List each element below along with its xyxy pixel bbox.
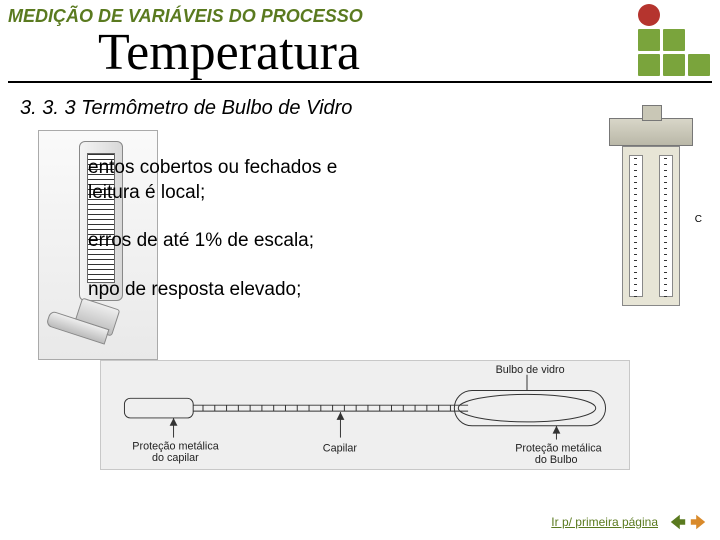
label-protbulbo-2: do Bulbo <box>535 454 578 466</box>
label-protcap-1: Proteção metálica <box>132 440 218 452</box>
nav-arrows <box>668 512 708 532</box>
title-row: Temperatura <box>8 27 712 83</box>
bullet-list: entos cobertos ou fechados e leitura é l… <box>88 156 337 327</box>
bullet-2: erros de até 1% de escala; <box>88 229 337 254</box>
label-protcap-2: do capilar <box>152 452 199 464</box>
label-capilar: Capilar <box>323 442 358 454</box>
scale-letter: C <box>695 214 702 225</box>
header-topline: MEDIÇÃO DE VARIÁVEIS DO PROCESSO <box>0 0 720 27</box>
next-arrow-button[interactable] <box>688 512 708 532</box>
institution-logo <box>638 4 712 78</box>
bulb-diagram: Bulbo de vidro Proteção metálica do capi… <box>100 360 630 470</box>
logo-dot <box>638 4 660 26</box>
label-bulbo: Bulbo de vidro <box>496 364 565 376</box>
bullet-1: entos cobertos ou fechados e leitura é l… <box>88 156 337 205</box>
page-title: Temperatura <box>8 27 360 79</box>
prev-arrow-button[interactable] <box>668 512 688 532</box>
footer: Ir p/ primeira página <box>551 512 708 532</box>
maxmin-thermometer-image: C <box>602 118 700 318</box>
bullet-3: npo de resposta elevado; <box>88 278 337 303</box>
label-protbulbo-1: Proteção metálica <box>515 442 601 454</box>
first-page-link[interactable]: Ir p/ primeira página <box>551 515 658 529</box>
